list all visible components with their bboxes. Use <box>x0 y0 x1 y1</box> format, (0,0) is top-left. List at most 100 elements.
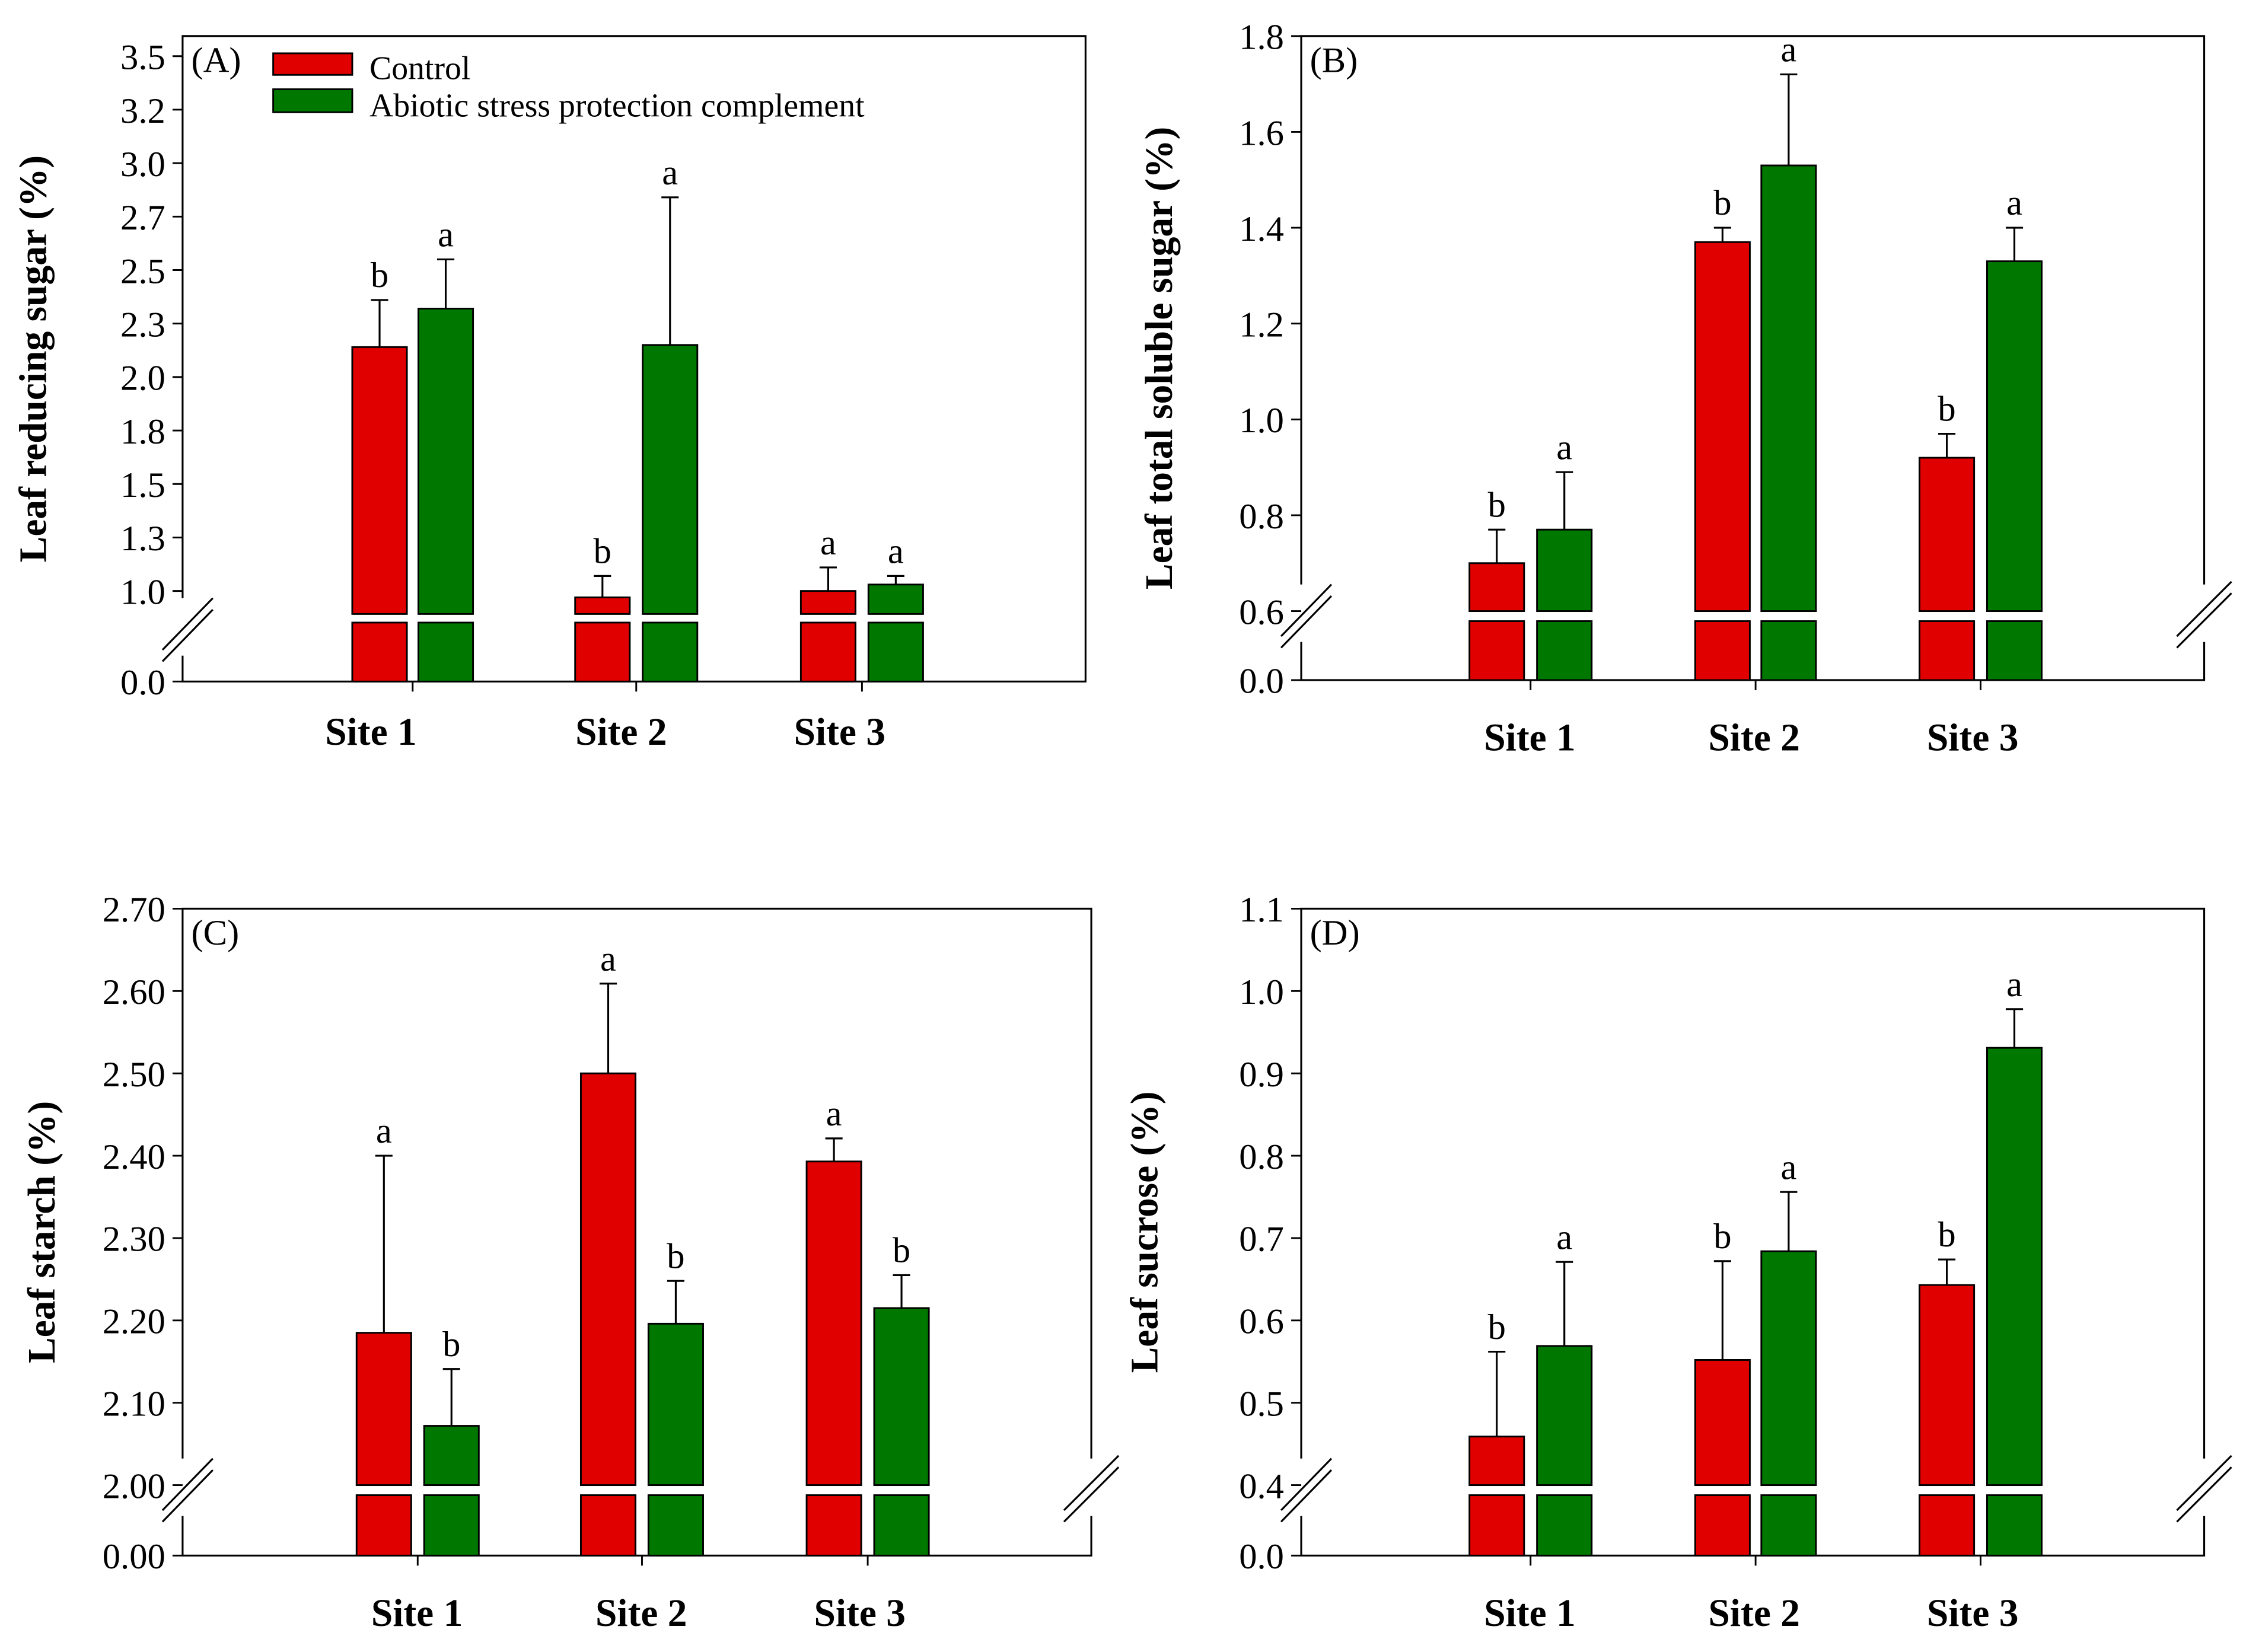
bar-upper <box>355 1332 412 1487</box>
y-tick-label: 1.6 <box>1239 113 1284 153</box>
bar-lower <box>867 621 924 683</box>
bar-lower <box>805 1494 862 1557</box>
significance-letter: b <box>893 1231 910 1271</box>
axis-break-gap <box>1283 1458 1313 1516</box>
significance-letter: b <box>1488 1307 1506 1347</box>
axis-break-mark <box>1280 583 1333 649</box>
axis-break-gap <box>1283 584 1313 642</box>
bar-upper <box>1536 1345 1593 1487</box>
axis-break-gap <box>1076 1458 1106 1516</box>
y-axis-label: Leaf reducing sugar (%) <box>12 155 55 563</box>
y-tick-label: 3.0 <box>120 145 165 184</box>
bar-lower <box>1536 1494 1593 1557</box>
axis-break-mark <box>161 597 214 662</box>
error-bar <box>1780 1191 1798 1252</box>
significance-letter: b <box>1488 485 1506 525</box>
bar-upper <box>1986 260 2043 613</box>
significance-letter: b <box>594 532 611 572</box>
legend-swatch-treatment <box>272 88 353 113</box>
error-bar <box>437 258 455 309</box>
bar-upper <box>1536 528 1593 613</box>
significance-letter: a <box>1780 30 1796 70</box>
bar-upper <box>1694 241 1751 613</box>
bar-lower <box>1468 1494 1525 1557</box>
bar-upper <box>1468 562 1525 613</box>
y-tick-label: 0.00 <box>103 1537 165 1577</box>
plot-frame <box>1300 907 2206 1557</box>
error-bar <box>375 1155 393 1333</box>
significance-letter: b <box>371 256 388 295</box>
y-tick-label: 1.0 <box>1239 401 1284 441</box>
y-tick-label: 2.60 <box>103 972 165 1012</box>
bar-lower <box>423 1494 480 1557</box>
error-bar <box>371 299 388 347</box>
y-tick-label: 2.20 <box>103 1302 165 1342</box>
significance-letter: b <box>1938 390 1955 429</box>
x-tick-label: Site 3 <box>1927 717 2018 760</box>
y-tick-label: 2.00 <box>103 1466 165 1506</box>
x-tick-label: Site 2 <box>1708 717 1800 760</box>
y-tick-label: 0.9 <box>1239 1055 1284 1095</box>
y-tick-label: 1.4 <box>1239 209 1284 249</box>
bar-upper <box>1919 1284 1976 1487</box>
bar-lower <box>799 621 856 683</box>
y-tick-label: 2.70 <box>103 890 165 930</box>
y-tick-label: 1.8 <box>120 412 165 452</box>
bar-upper <box>799 590 856 615</box>
y-tick-label: 0.8 <box>1239 1137 1284 1177</box>
axis-break-gap <box>165 598 195 656</box>
significance-letter: a <box>438 215 454 255</box>
error-bar <box>1938 432 1956 458</box>
error-bar <box>599 983 617 1074</box>
y-tick-label: 0.5 <box>1239 1385 1284 1424</box>
y-tick-label: 2.50 <box>103 1055 165 1095</box>
x-tick-label: Site 2 <box>575 711 667 754</box>
bar-upper <box>1760 164 1817 613</box>
significance-letter: a <box>820 523 836 563</box>
y-tick-label: 1.5 <box>120 465 165 505</box>
bar-lower <box>1760 620 1817 681</box>
bar-lower <box>355 1494 412 1557</box>
bar-upper <box>423 1425 480 1487</box>
y-tick-label: 0.4 <box>1239 1466 1284 1506</box>
y-tick-label: 0.8 <box>1239 497 1284 537</box>
panel-label: (A) <box>191 40 241 80</box>
error-bar <box>825 1137 843 1162</box>
error-bar <box>1556 471 1573 530</box>
error-bar <box>2005 1008 2024 1048</box>
error-bar <box>1488 1351 1506 1437</box>
bar-lower <box>642 621 699 683</box>
axis-break-mark <box>2176 1455 2232 1523</box>
axis-break-mark <box>1280 1458 1333 1523</box>
y-tick-label: 1.3 <box>120 519 165 559</box>
significance-letter: a <box>376 1111 392 1151</box>
legend-label-control: Control <box>369 50 470 87</box>
error-bar <box>819 566 837 591</box>
panel-c: 2.00 2.10 2.20 2.30 2.40 2.50 2.60 2.70 0.00 Leaf… <box>21 890 1120 1635</box>
axis-break-gap <box>165 1458 195 1516</box>
bar-upper <box>1468 1436 1525 1487</box>
x-tick-label: Site 1 <box>1484 1592 1576 1635</box>
error-bar <box>893 1274 910 1308</box>
significance-letter: b <box>667 1236 684 1276</box>
y-tick-label: 1.0 <box>120 572 165 612</box>
error-bar <box>887 575 904 585</box>
error-bar <box>1713 227 1731 243</box>
x-tick-label: Site 2 <box>1708 1592 1800 1635</box>
bar-lower <box>418 621 474 683</box>
error-bar <box>442 1368 460 1426</box>
significance-letter: b <box>442 1325 460 1364</box>
axis-break-gap <box>2190 584 2219 642</box>
bar-upper <box>574 596 631 615</box>
bar-lower <box>351 621 408 683</box>
significance-letter: a <box>662 153 678 193</box>
error-bar <box>1488 528 1506 563</box>
y-tick-label: 1.1 <box>1239 890 1284 930</box>
significance-letter: a <box>1780 1147 1796 1187</box>
x-tick-label: Site 1 <box>325 711 417 754</box>
bar-lower <box>1760 1494 1817 1557</box>
bar-lower <box>1986 1494 2043 1557</box>
y-axis-label: Leaf starch (%) <box>21 1101 63 1363</box>
bar-upper <box>1986 1047 2043 1487</box>
